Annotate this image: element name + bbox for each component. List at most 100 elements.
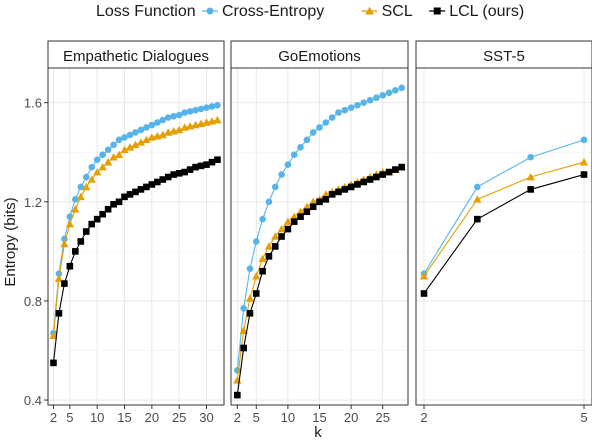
data-point: [264, 242, 274, 250]
data-point: [234, 367, 241, 374]
data-point: [60, 239, 69, 248]
data-point: [290, 151, 298, 159]
data-point: [93, 167, 102, 176]
data-point: [277, 224, 286, 233]
data-point: [159, 116, 167, 124]
data-point: [271, 183, 279, 191]
data-point: [265, 198, 273, 206]
legend-key-marker: [365, 6, 374, 15]
series-line: [423, 161, 585, 277]
data-point: [121, 193, 128, 201]
data-point: [115, 136, 123, 144]
data-point: [366, 96, 374, 104]
data-point: [284, 225, 292, 233]
x-tick-label: 15: [117, 410, 131, 425]
data-point: [240, 305, 247, 312]
legend-label: Cross-Entropy: [222, 3, 324, 20]
data-point: [181, 109, 188, 116]
y-axis-label: Entropy (bits): [2, 197, 19, 286]
data-point: [283, 217, 293, 225]
data-point: [392, 87, 399, 94]
panel-strip: [415, 40, 592, 69]
panel-title: Empathetic Dialogues: [63, 48, 209, 65]
data-point: [316, 198, 323, 206]
data-point: [87, 175, 96, 183]
data-point: [328, 114, 336, 121]
data-point: [142, 135, 151, 144]
data-point: [252, 272, 261, 280]
data-point: [115, 198, 123, 206]
series-lcl-ours: [234, 163, 405, 399]
data-point: [309, 129, 317, 136]
data-point: [76, 192, 85, 201]
legend: Loss Function Cross-Entropy SCL LCL (ours): [96, 3, 524, 20]
panel-title: SST-5: [483, 48, 525, 65]
data-point: [54, 274, 64, 282]
data-point: [473, 195, 482, 203]
data-point: [109, 153, 118, 161]
data-point: [347, 104, 355, 111]
data-point: [234, 391, 241, 399]
panel-strip: [47, 40, 225, 69]
data-point: [379, 171, 387, 178]
data-point: [354, 181, 361, 188]
data-point: [164, 114, 172, 121]
data-point: [203, 161, 210, 168]
data-point: [148, 121, 156, 129]
data-point: [392, 166, 399, 173]
data-point: [258, 254, 267, 263]
data-point: [55, 270, 63, 277]
data-point: [347, 183, 355, 191]
series-cross-entropy: [50, 101, 221, 337]
data-point: [303, 136, 311, 144]
data-point: [82, 182, 91, 191]
data-point: [186, 108, 194, 115]
data-point: [420, 290, 428, 297]
data-point: [148, 181, 156, 188]
data-point: [278, 171, 285, 178]
x-tick-label: 20: [145, 410, 159, 425]
data-point: [580, 171, 588, 178]
data-point: [579, 158, 589, 166]
x-axis-label: k: [314, 424, 322, 440]
data-point: [302, 202, 311, 211]
legend-title: Loss Function: [96, 3, 196, 20]
data-point: [197, 162, 205, 170]
data-point: [49, 331, 58, 339]
data-point: [366, 176, 374, 183]
data-point: [175, 170, 183, 177]
data-point: [131, 140, 140, 149]
data-point: [93, 156, 101, 163]
data-point: [186, 166, 194, 173]
data-point: [239, 326, 248, 334]
data-point: [175, 125, 184, 134]
data-point: [132, 188, 139, 196]
data-point: [72, 196, 79, 203]
data-point: [580, 136, 588, 144]
gridlines: [416, 68, 592, 405]
series-line: [52, 104, 218, 334]
data-point: [303, 208, 311, 216]
data-point: [354, 101, 361, 109]
data-point: [88, 163, 96, 171]
data-point: [290, 212, 299, 220]
series-scl: [49, 115, 222, 339]
data-point: [526, 172, 535, 181]
data-point: [99, 151, 106, 159]
data-point: [88, 220, 96, 228]
data-point: [137, 126, 145, 134]
data-point: [259, 267, 266, 275]
data-point: [474, 215, 481, 223]
data-point: [104, 205, 112, 213]
x-tick-label: 5: [253, 410, 260, 425]
data-point: [154, 119, 161, 126]
gridlines: [231, 68, 408, 405]
data-point: [208, 158, 216, 166]
data-point: [192, 106, 199, 114]
data-point: [373, 94, 380, 102]
data-point: [335, 188, 342, 196]
legend-key-marker: [433, 7, 441, 15]
data-point: [297, 143, 304, 151]
